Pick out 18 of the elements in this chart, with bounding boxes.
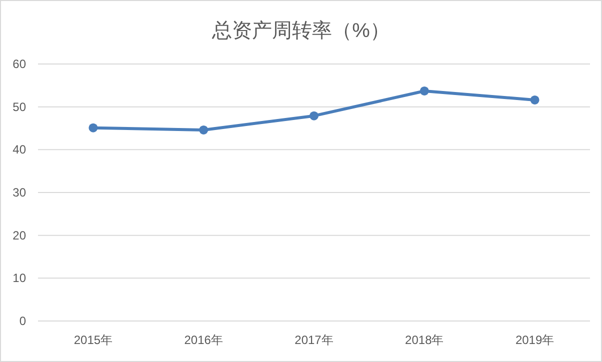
point xyxy=(88,123,98,132)
y-tick-label: 30 xyxy=(12,186,26,200)
point xyxy=(310,111,318,120)
point xyxy=(530,95,540,104)
y-tick-label: 40 xyxy=(12,142,26,157)
y-tick-label: 0 xyxy=(19,314,26,328)
y-tick-label: 20 xyxy=(12,228,26,242)
y-tick-label: 60 xyxy=(12,57,26,71)
x-tick-label: 2017年 xyxy=(294,333,334,347)
y-tick-label: 50 xyxy=(12,100,26,114)
y-tick-label: 10 xyxy=(12,271,26,286)
x-tick-label: 2016年 xyxy=(184,333,223,347)
point xyxy=(199,125,208,134)
x-tick-label: 2018年 xyxy=(405,333,444,347)
point xyxy=(420,86,429,96)
x-tick-label: 2019年 xyxy=(515,333,554,347)
chart-title: 总资产周转率（%） xyxy=(211,20,390,42)
x-tick-label: 2015年 xyxy=(74,333,113,347)
